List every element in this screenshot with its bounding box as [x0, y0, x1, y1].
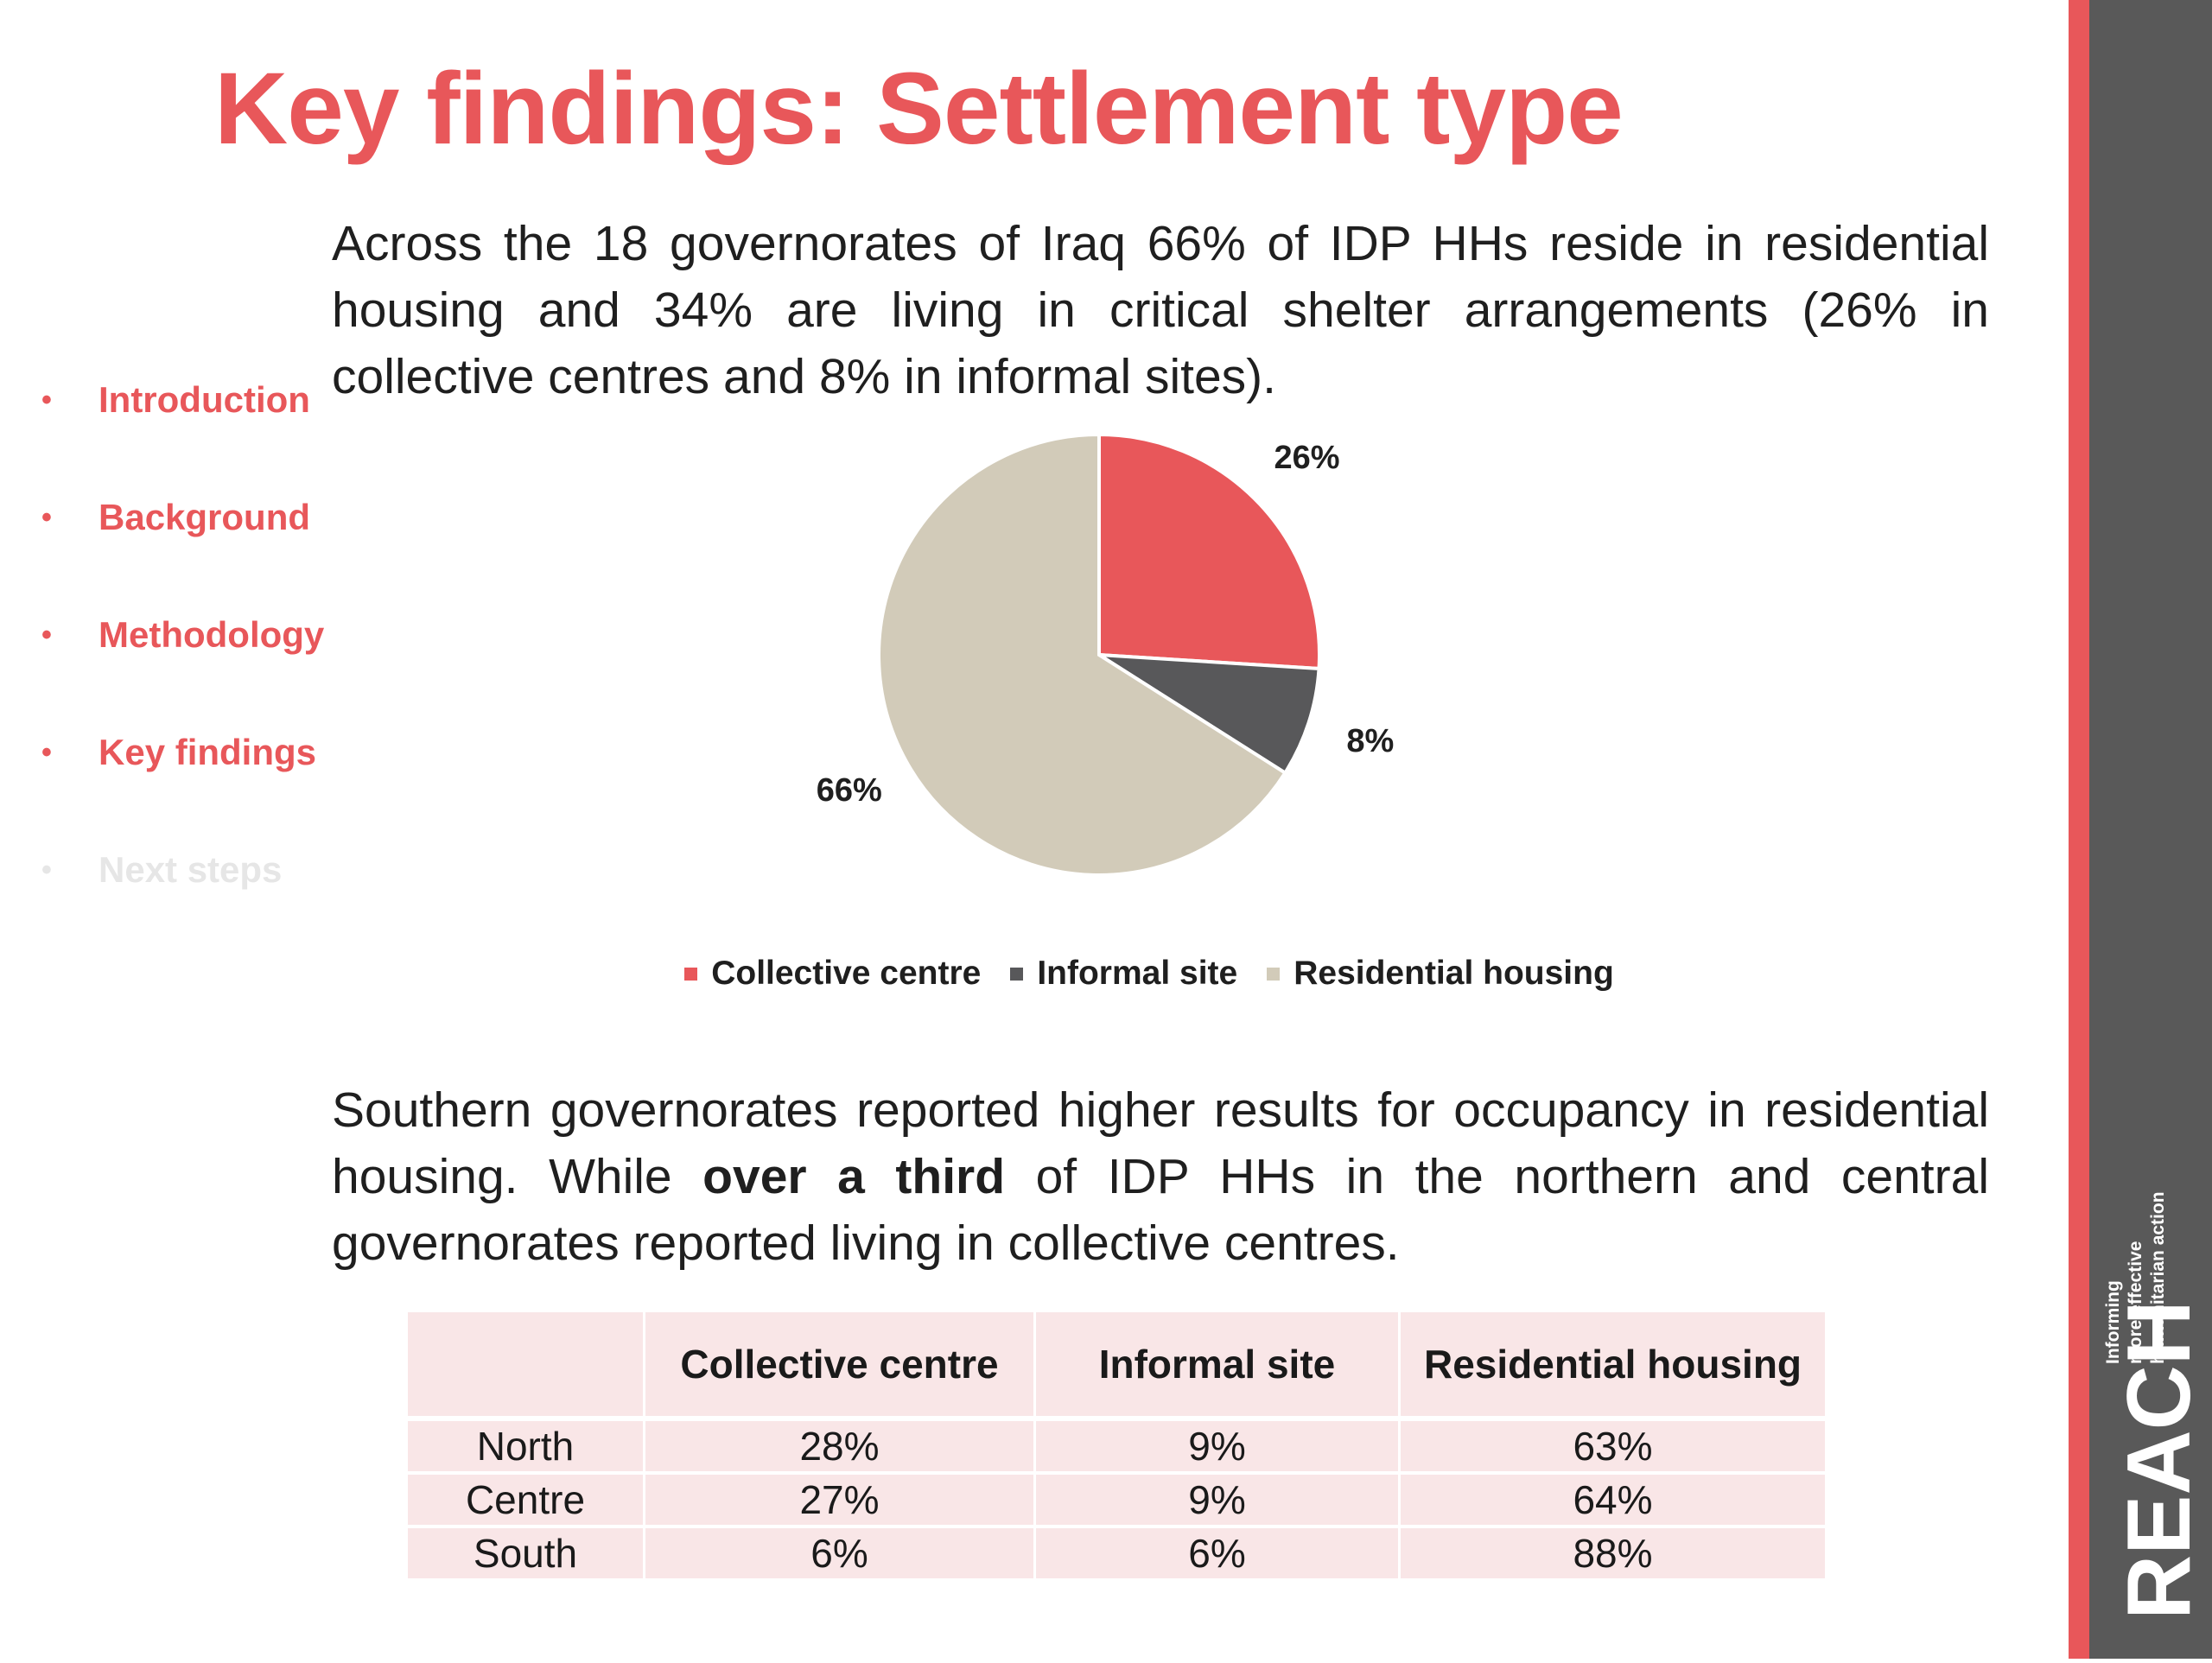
table-cell: 28%: [645, 1421, 1036, 1475]
nav-label: Background: [99, 497, 311, 537]
table-header-cell: [408, 1312, 645, 1421]
regional-paragraph: Southern governorates reported higher re…: [332, 1077, 1989, 1277]
logo-tagline-line: humanitarian action: [2148, 1191, 2168, 1364]
legend-label: Informal site: [1037, 955, 1238, 992]
table-row: North 28% 9% 63%: [408, 1421, 1825, 1475]
paragraph-text: Southern governorates reported higher re…: [332, 1082, 1989, 1204]
legend-swatch: [684, 967, 698, 981]
logo-tagline-line: Informing: [2103, 1280, 2123, 1364]
table-header-cell: Informal site: [1036, 1312, 1401, 1421]
nav-item-next-steps[interactable]: • Next steps: [41, 811, 324, 929]
nav-item-key-findings[interactable]: • Key findings: [41, 694, 324, 811]
pie-slice-residential-housing: [877, 432, 1288, 877]
row-label: North: [408, 1421, 645, 1475]
paragraph-bold-text: over a third: [702, 1149, 1006, 1204]
table-header-row: Collective centre Informal site Resident…: [408, 1312, 1825, 1421]
legend-item: Collective centre: [684, 955, 981, 993]
sidebar-accent-stripe: [2069, 0, 2089, 1659]
table-cell: 63%: [1401, 1421, 1825, 1475]
bullet-icon: •: [41, 618, 52, 651]
nav-label: Key findings: [99, 732, 317, 772]
legend-label: Residential housing: [1294, 955, 1614, 992]
nav-item-background[interactable]: • Background: [41, 459, 324, 576]
table-cell: 9%: [1036, 1475, 1401, 1528]
legend-swatch: [1010, 967, 1024, 981]
pie-data-label: 26%: [1274, 440, 1340, 476]
legend-label: Collective centre: [711, 955, 982, 992]
section-nav: • Introduction • Background • Methodology •…: [41, 341, 324, 929]
pie-slice-informal-site: [1097, 653, 1321, 776]
pie-slice-collective-centre: [1097, 432, 1321, 671]
table-cell: 6%: [1036, 1528, 1401, 1582]
legend-swatch: [1267, 967, 1281, 981]
paragraph-text: of IDP HHs in the northern and central g…: [332, 1149, 1989, 1271]
table-row: Centre 27% 9% 64%: [408, 1475, 1825, 1528]
pie-chart: 26% 8% 66%: [816, 432, 1395, 877]
nav-label: Introduction: [99, 379, 310, 420]
bullet-icon: •: [41, 383, 52, 416]
sidebar-gray-panel: [2089, 0, 2212, 1659]
pie-data-label: 8%: [1346, 723, 1394, 759]
table-cell: 88%: [1401, 1528, 1825, 1582]
legend-item: Informal site: [1010, 955, 1237, 993]
chart-legend: Collective centre Informal site Residentia…: [0, 955, 2212, 993]
logo-wordmark: REACH: [2109, 1300, 2209, 1620]
bullet-icon: •: [41, 853, 52, 886]
reach-logo-svg: REACH Informing more effective humanitar…: [2103, 1191, 2209, 1620]
nav-label: Methodology: [99, 614, 325, 655]
pie-data-label: 66%: [817, 772, 882, 809]
summary-paragraph: Across the 18 governorates of Iraq 66% o…: [332, 216, 1989, 404]
table-cell: 9%: [1036, 1421, 1401, 1475]
row-label: Centre: [408, 1475, 645, 1528]
table-row: South 6% 6% 88%: [408, 1528, 1825, 1582]
nav-label: Next steps: [99, 849, 283, 890]
nav-item-introduction[interactable]: • Introduction: [41, 341, 324, 459]
logo-tagline-line: more effective: [2126, 1241, 2145, 1364]
slide-title: Key findings: Settlement type: [214, 52, 1624, 166]
table-cell: 6%: [645, 1528, 1036, 1582]
reach-logo: REACH Informing more effective humanitar…: [2089, 0, 2212, 1659]
bullet-icon: •: [41, 735, 52, 769]
legend-item: Residential housing: [1267, 955, 1614, 993]
settlement-table: Collective centre Informal site Resident…: [408, 1312, 1825, 1582]
table-header-cell: Collective centre: [645, 1312, 1036, 1421]
table-cell: 27%: [645, 1475, 1036, 1528]
row-label: South: [408, 1528, 645, 1582]
bullet-icon: •: [41, 500, 52, 534]
table-cell: 64%: [1401, 1475, 1825, 1528]
nav-item-methodology[interactable]: • Methodology: [41, 576, 324, 694]
pie-chart-svg: 26% 8% 66%: [816, 432, 1395, 877]
table-header-cell: Residential housing: [1401, 1312, 1825, 1421]
